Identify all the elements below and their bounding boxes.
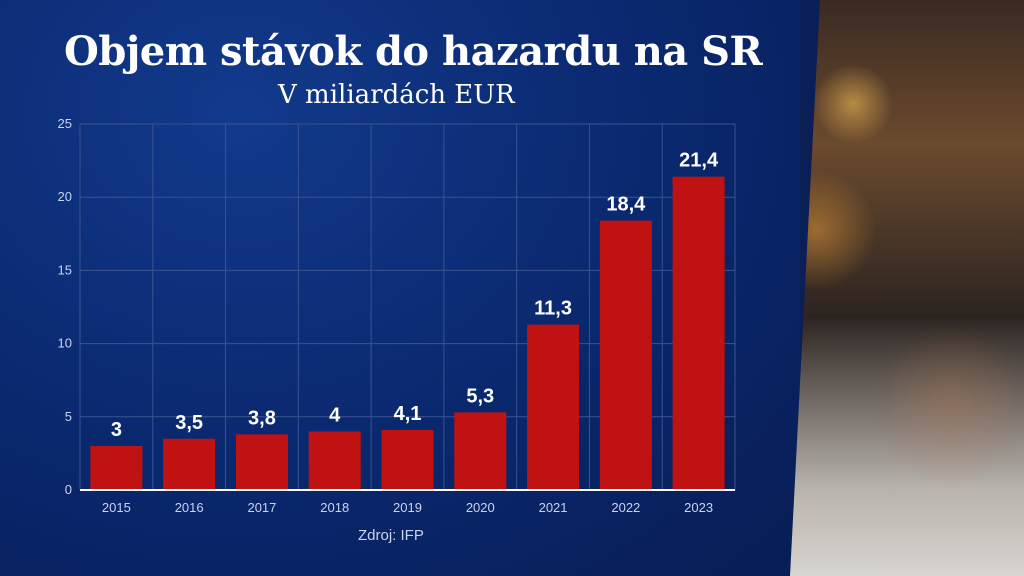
value-label: 3,8 [248, 407, 276, 429]
bar [90, 446, 143, 490]
value-label: 11,3 [534, 298, 572, 320]
y-tick-label: 15 [58, 262, 72, 277]
y-tick-label: 20 [58, 189, 72, 204]
x-tick-label: 2018 [320, 500, 349, 515]
value-labels: 3 3,5 3,8 4 4,1 5,3 11,3 18,4 21,4 [111, 150, 719, 441]
value-label: 18,4 [606, 194, 646, 216]
x-tick-label: 2020 [466, 500, 495, 515]
y-tick-label: 0 [65, 482, 72, 497]
x-tick-label: 2021 [539, 500, 568, 515]
value-label: 21,4 [679, 150, 719, 172]
chart-title: Objem stávok do hazardu na SR [64, 28, 763, 75]
value-label: 5,3 [466, 385, 494, 407]
x-tick-label: 2022 [611, 500, 640, 515]
lottery-balls-image [790, 0, 1024, 576]
value-label: 3 [111, 419, 122, 441]
bar [599, 220, 652, 490]
y-axis-ticks: 0 5 10 15 20 25 [58, 116, 72, 497]
grid-lines [79, 123, 736, 491]
y-tick-label: 25 [58, 116, 72, 131]
source-note: Zdroj: IFP [358, 527, 424, 544]
bars [90, 176, 725, 491]
y-tick-label: 5 [65, 409, 72, 424]
bar [235, 434, 288, 490]
bar [527, 324, 580, 490]
bar [381, 429, 434, 490]
bar [163, 438, 216, 490]
x-tick-label: 2016 [175, 500, 204, 515]
value-label: 4,1 [394, 403, 422, 425]
x-tick-label: 2019 [393, 500, 422, 515]
bar [308, 431, 361, 490]
x-tick-label: 2023 [684, 500, 713, 515]
bar [454, 412, 507, 490]
chart-subtitle: V miliardách EUR [278, 80, 515, 110]
y-tick-label: 10 [58, 336, 72, 351]
bar [672, 176, 725, 491]
x-tick-label: 2015 [102, 500, 131, 515]
x-tick-label: 2017 [247, 500, 276, 515]
value-label: 3,5 [175, 412, 203, 434]
value-label: 4 [329, 404, 341, 426]
x-axis-ticks: 2015 2016 2017 2018 2019 2020 2021 2022 2023 [102, 500, 713, 515]
